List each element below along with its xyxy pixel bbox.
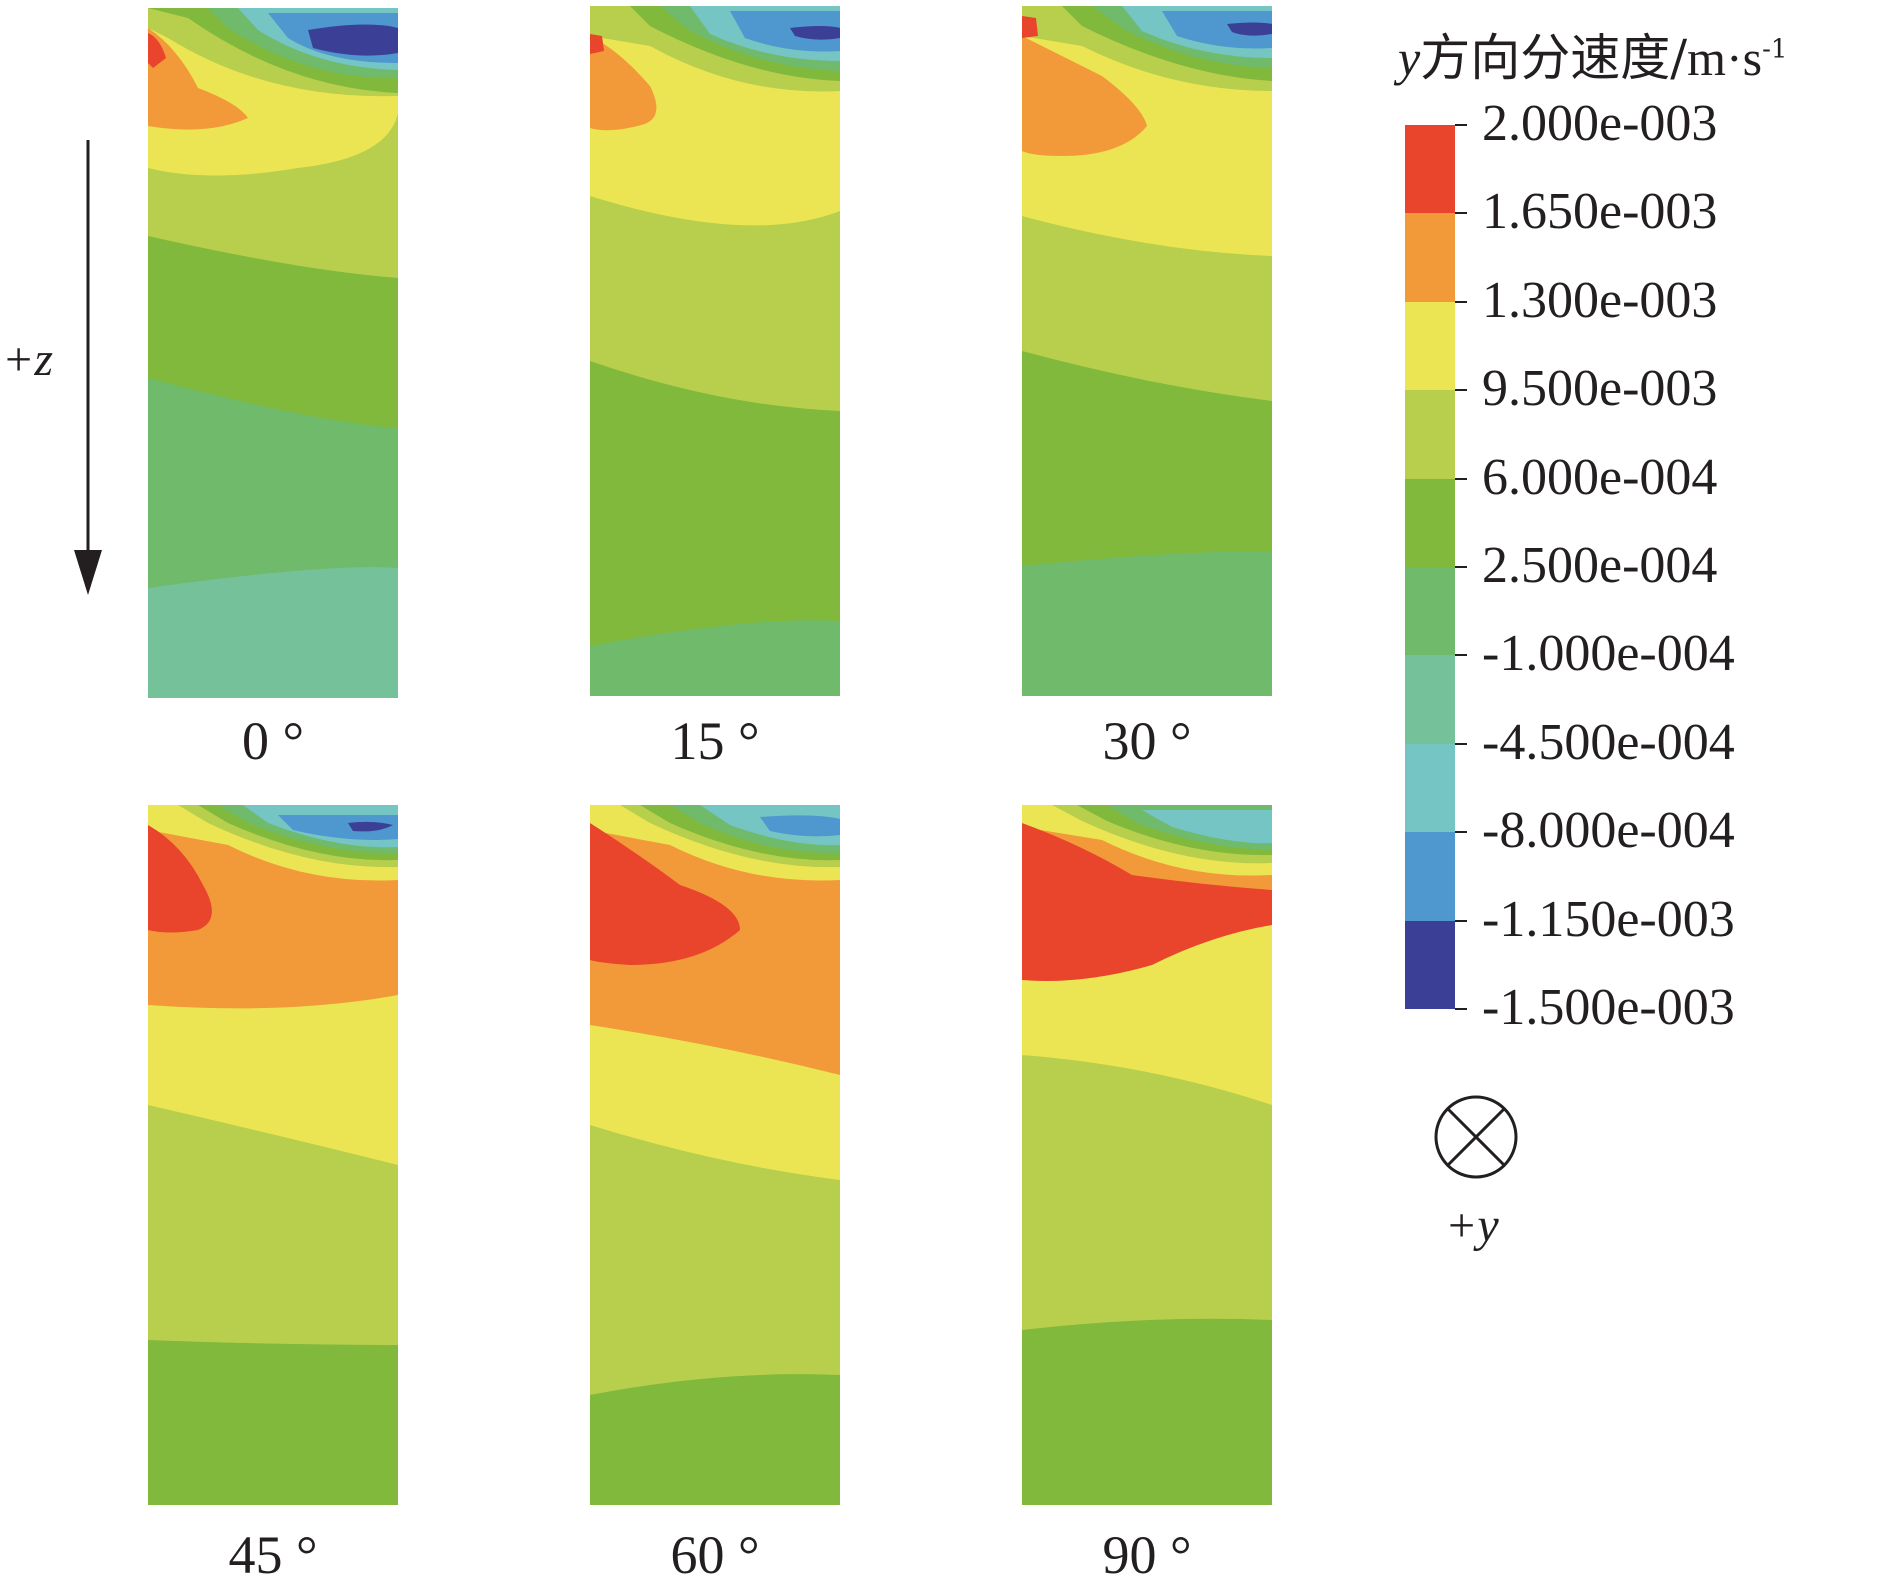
colorbar — [1405, 125, 1455, 1010]
z-axis-arrow — [74, 140, 102, 595]
contour-panel-60 — [590, 805, 840, 1505]
colorbar-tick — [1455, 831, 1467, 834]
colorbar-tick-label: -1.000e-004 — [1482, 625, 1735, 683]
colorbar-tick — [1455, 654, 1467, 657]
colorbar-tick-label: 6.000e-004 — [1482, 448, 1718, 506]
colorbar-tick — [1455, 477, 1467, 480]
angle-label-15: 15 ° — [670, 711, 760, 771]
colorbar-segment — [1405, 301, 1455, 391]
angle-label-0: 0 ° — [241, 711, 305, 771]
colorbar-tick — [1455, 919, 1467, 922]
angle-label-60: 60 ° — [670, 1525, 760, 1585]
circled-cross-icon — [1434, 1095, 1518, 1179]
colorbar-tick-label: -1.500e-003 — [1482, 979, 1735, 1036]
angle-label-90: 90 ° — [1102, 1525, 1192, 1585]
contour-panel-30 — [1022, 6, 1272, 696]
colorbar-segment — [1405, 832, 1455, 922]
colorbar-tick — [1455, 300, 1467, 303]
colorbar-tick-label: 2.500e-004 — [1482, 537, 1718, 594]
legend-title: y方向分速度/m·s-1 — [1398, 18, 1787, 90]
contour-plot — [148, 8, 398, 698]
colorbar-segment — [1405, 478, 1455, 568]
colorbar-segment — [1405, 567, 1455, 656]
contour-panel-0 — [148, 8, 398, 698]
colorbar-tick — [1455, 1008, 1467, 1010]
colorbar-tick-label: 1.650e-003 — [1482, 183, 1718, 241]
contour-plot — [590, 805, 840, 1505]
contour-panel-15 — [590, 6, 840, 696]
contour-plot — [590, 6, 840, 696]
colorbar-tick — [1455, 124, 1467, 126]
y-axis-label: +y — [1445, 1199, 1499, 1252]
colorbar-tick-label: -4.500e-004 — [1482, 713, 1735, 771]
legend-title-unit: m·s — [1687, 30, 1763, 86]
angle-label-30: 30 ° — [1102, 711, 1192, 771]
contour-panel-90 — [1022, 805, 1272, 1505]
colorbar-segment — [1405, 213, 1455, 303]
contour-plot — [1022, 805, 1272, 1505]
colorbar-tick — [1455, 742, 1467, 745]
colorbar-segment — [1405, 390, 1455, 480]
z-axis-label: +z — [2, 333, 54, 386]
colorbar-segment — [1405, 743, 1455, 833]
legend-title-text: 方向分速度/ — [1420, 29, 1688, 87]
contour-plot — [148, 805, 398, 1505]
colorbar-tick-label: 1.300e-003 — [1482, 271, 1718, 329]
legend-title-exp: -1 — [1762, 34, 1788, 65]
colorbar-tick — [1455, 389, 1467, 392]
colorbar-tick-label: -8.000e-004 — [1482, 802, 1735, 860]
contour-plot — [1022, 6, 1272, 696]
colorbar-segment — [1405, 125, 1455, 214]
colorbar-segment — [1405, 920, 1455, 1010]
colorbar-tick — [1455, 566, 1467, 568]
colorbar-tick — [1455, 212, 1467, 215]
colorbar-segment — [1405, 655, 1455, 745]
colorbar-tick-label: 9.500e-003 — [1482, 360, 1718, 418]
angle-label-45: 45 ° — [228, 1525, 318, 1585]
colorbar-tick-label: 2.000e-003 — [1482, 95, 1718, 152]
legend-title-var: y — [1398, 30, 1421, 86]
contour-panel-45 — [148, 805, 398, 1505]
colorbar-tick-label: -1.150e-003 — [1482, 890, 1735, 948]
